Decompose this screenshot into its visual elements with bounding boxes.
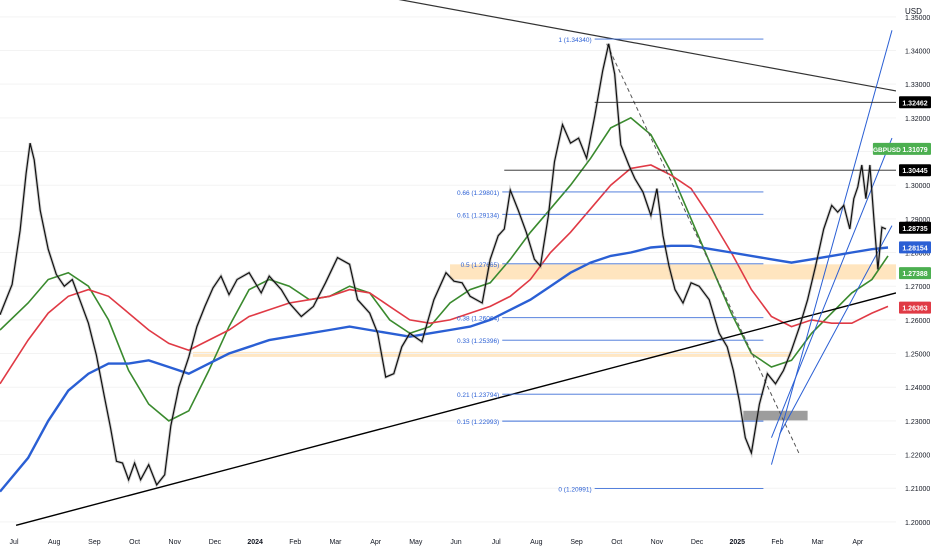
ticker-badge-box [872,142,901,155]
horizontal-levels [504,101,896,171]
x-tick-label-14: Sep [570,539,583,546]
dashed-line-0 [606,43,801,455]
x-tick-label-0: Jul [10,539,19,546]
x-tick-label-16: Nov [651,539,664,546]
ticker-badge-label: GBPUSD [873,147,901,154]
x-tick-label-4: Nov [169,539,182,546]
price-label-6: 1.26363 [902,306,927,313]
price-label-3: 1.28735 [902,226,927,233]
x-tick-label-5: Dec [209,539,222,546]
ticker-badge: GBPUSD [872,142,901,155]
y-tick-label-11: 1.24000 [905,385,930,392]
y-tick-label-12: 1.23000 [905,419,930,426]
trendline-1 [15,292,897,526]
price-label-5: 1.27388 [902,271,927,278]
x-tick-label-9: Apr [370,539,382,546]
x-tick-label-8: Mar [329,539,342,546]
price-label-1: 1.31079 [902,147,927,154]
fib-label-2: 0.61 (1.29134) [457,212,499,219]
price-label-box-6 [899,301,931,314]
x-tick-label-7: Feb [289,539,301,546]
y-tick-label-7: 1.28000 [905,251,930,258]
price-label-4: 1.28154 [902,245,927,252]
price-labels: 1.32462 1.31079 1.30445 1.28735 1.28154 1.273… [899,96,931,314]
zone-2 [743,410,808,421]
y-tick-label-13: 1.22000 [905,453,930,460]
price-series [0,43,887,488]
fib-label-3: 0.5 (1.27665) [461,262,500,269]
x-tick-label-6: 2024 [247,539,263,546]
moving-average-1 [0,164,889,385]
zone-0 [450,264,896,280]
x-tick-label-3: Oct [129,539,140,546]
fib-label-1: 0.66 (1.29801) [457,190,499,197]
y-tick-label-5: 1.30000 [905,183,930,190]
x-tick-label-19: Feb [771,539,783,546]
y-tick-label-8: 1.27000 [905,284,930,291]
fib-label-6: 0.21 (1.23794) [457,392,499,399]
y-tick-label-6: 1.29000 [905,217,930,224]
x-tick-label-1: Aug [48,539,61,546]
y-tick-label-3: 1.32000 [905,116,930,123]
x-tick-label-17: Dec [691,539,704,546]
y-tick-label-0: 1.35000 [905,15,930,22]
price-label-box-0 [899,96,931,109]
time-axis[interactable]: Jul Aug Sep Oct Nov Dec 2024 Feb Mar Apr May Jun Jul… [10,539,864,546]
zone-1 [192,351,792,357]
highlight-zones [192,264,896,421]
fib-label-5: 0.33 (1.25396) [457,338,499,345]
price-label-box-1 [899,142,931,155]
x-tick-label-21: Apr [852,539,864,546]
price-label-2: 1.30445 [902,168,927,175]
fib-label-8: 0 (1.20991) [558,487,591,494]
price-label-box-2 [899,164,931,177]
price-label-box-3 [899,221,931,234]
trendlines [15,0,897,526]
y-tick-label-9: 1.26000 [905,318,930,325]
y-tick-label-2: 1.33000 [905,82,930,89]
grid [0,16,896,523]
x-tick-label-12: Jul [492,539,501,546]
fib-label-7: 0.15 (1.22993) [457,419,499,426]
price-label-box-4 [899,241,931,254]
channel-line-2 [779,225,893,435]
y-tick-label-14: 1.21000 [905,486,930,493]
price-label-0: 1.32462 [902,100,927,107]
x-tick-label-11: Jun [450,539,461,546]
x-tick-label-13: Aug [530,539,543,546]
y-tick-label-10: 1.25000 [905,352,930,359]
x-tick-label-10: May [409,539,423,546]
x-tick-label-18: 2025 [729,539,745,546]
y-tick-label-1: 1.34000 [905,49,930,56]
fib-label-4: 0.38 (1.26064) [457,316,499,323]
price-line [0,43,887,487]
moving-average-2 [0,244,889,493]
price-label-box-5 [899,267,931,280]
trendline-0 [398,0,897,92]
x-tick-label-20: Mar [812,539,825,546]
x-tick-label-2: Sep [88,539,101,546]
y-tick-label-15: 1.20000 [905,520,930,527]
x-tick-label-15: Oct [611,539,622,546]
fib-label-0: 1 (1.34340) [558,37,591,44]
fibonacci-levels: 1 (1.34340) 0.66 (1.29801) 0.61 (1.29134) 0… [457,37,764,494]
currency-label: USD [905,7,922,16]
